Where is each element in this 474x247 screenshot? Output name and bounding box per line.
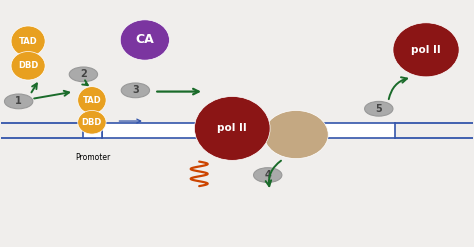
Circle shape: [4, 94, 33, 109]
Text: DBD: DBD: [18, 61, 38, 70]
Circle shape: [121, 83, 150, 98]
Text: 1: 1: [15, 96, 22, 106]
Bar: [102, 124, 395, 138]
Text: CA: CA: [136, 34, 154, 46]
Text: 5: 5: [375, 104, 382, 114]
Circle shape: [365, 102, 393, 116]
Ellipse shape: [393, 23, 459, 77]
Ellipse shape: [11, 26, 45, 57]
Text: 3: 3: [132, 85, 139, 95]
Text: 2: 2: [80, 69, 87, 79]
Bar: [83, 124, 102, 138]
Text: pol II: pol II: [411, 45, 441, 55]
Text: Promoter: Promoter: [75, 153, 110, 162]
Ellipse shape: [120, 20, 169, 60]
Text: DBD: DBD: [82, 118, 102, 127]
Text: TAD: TAD: [19, 37, 37, 46]
Text: TAD: TAD: [82, 96, 101, 105]
Ellipse shape: [264, 110, 328, 159]
Ellipse shape: [78, 110, 106, 134]
Circle shape: [69, 67, 98, 82]
Circle shape: [254, 168, 282, 183]
Ellipse shape: [194, 97, 270, 160]
Ellipse shape: [78, 87, 106, 114]
Text: pol II: pol II: [218, 124, 247, 133]
Text: 4: 4: [264, 170, 271, 180]
Ellipse shape: [11, 52, 45, 80]
